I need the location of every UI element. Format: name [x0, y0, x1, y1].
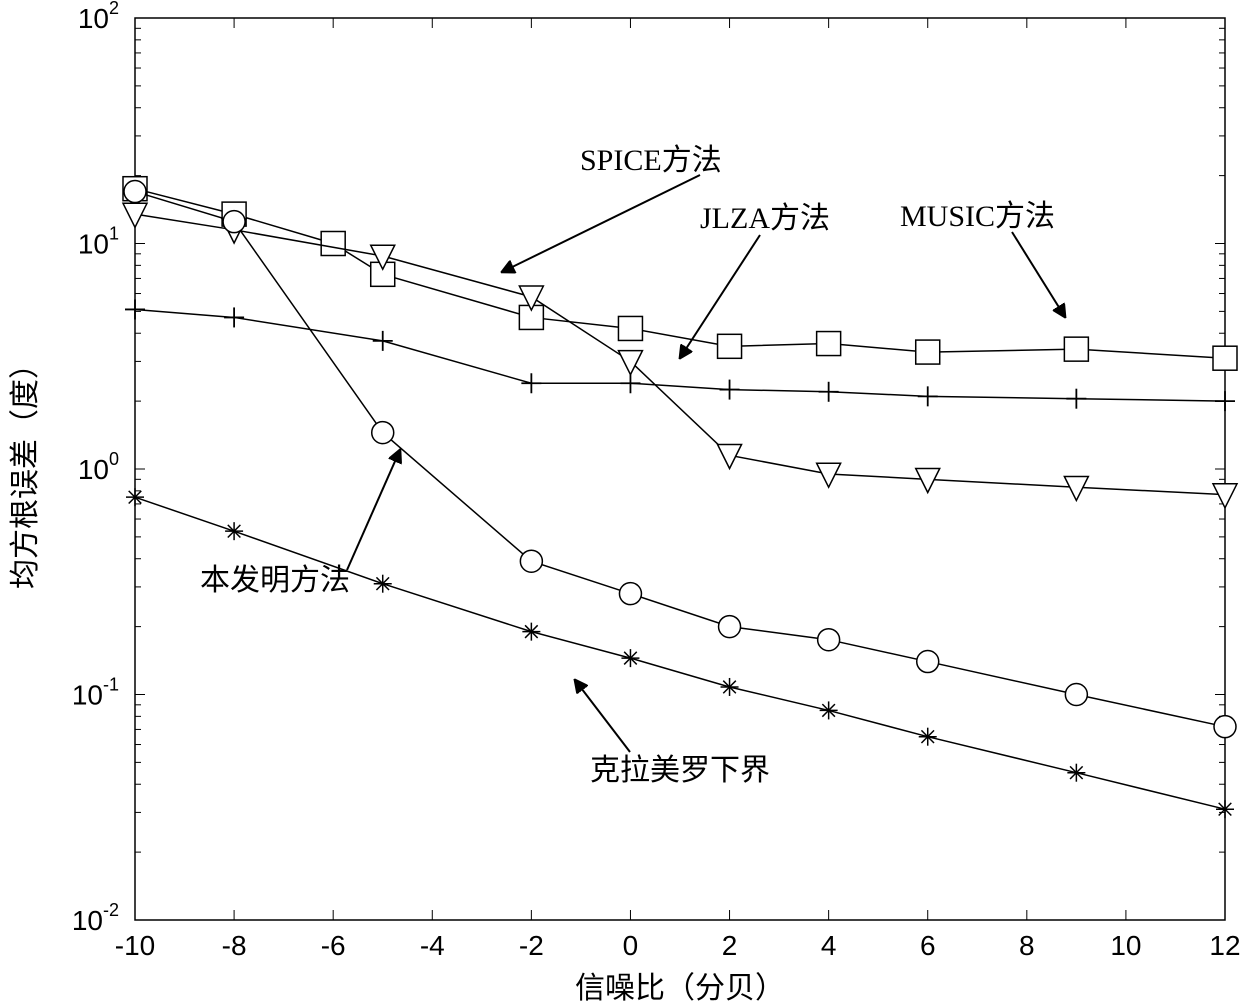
- svg-text:10-1: 10-1: [72, 675, 119, 711]
- series-本发明方法: [124, 181, 1236, 738]
- svg-text:本发明方法: 本发明方法: [200, 564, 350, 597]
- annotation: SPICE方法: [502, 144, 722, 272]
- svg-text:-2: -2: [519, 930, 544, 961]
- annotation: 克拉美罗下界: [575, 680, 770, 787]
- svg-text:101: 101: [78, 224, 119, 260]
- rmse-vs-snr-chart: -10 -8 -6 -4 -2 0 2 4 6 8 10 12 信噪比（分贝） 10-2 10-1 100 10…: [0, 0, 1240, 1004]
- annotation: JLZA方法: [680, 202, 830, 358]
- svg-text:JLZA方法: JLZA方法: [700, 202, 830, 235]
- annotation: MUSIC方法: [900, 200, 1065, 317]
- svg-text:0: 0: [623, 930, 639, 961]
- svg-text:10-2: 10-2: [72, 900, 119, 936]
- svg-text:102: 102: [78, 0, 119, 34]
- svg-text:-4: -4: [420, 930, 445, 961]
- svg-text:12: 12: [1209, 930, 1240, 961]
- chart-container: -10 -8 -6 -4 -2 0 2 4 6 8 10 12 信噪比（分贝） 10-2 10-1 100 10…: [0, 0, 1240, 1004]
- svg-text:SPICE方法: SPICE方法: [580, 144, 722, 177]
- svg-text:-8: -8: [222, 930, 247, 961]
- svg-text:4: 4: [821, 930, 837, 961]
- svg-text:-10: -10: [115, 930, 155, 961]
- svg-text:均方根误差（度）: 均方根误差（度）: [9, 349, 42, 589]
- annotation: 本发明方法: [200, 450, 400, 597]
- svg-text:MUSIC方法: MUSIC方法: [900, 200, 1055, 233]
- series-MUSIC方法: [123, 177, 1237, 371]
- svg-text:8: 8: [1019, 930, 1035, 961]
- svg-text:克拉美罗下界: 克拉美罗下界: [590, 754, 770, 787]
- svg-text:100: 100: [78, 449, 119, 485]
- svg-text:6: 6: [920, 930, 936, 961]
- svg-text:10: 10: [1110, 930, 1141, 961]
- svg-text:-6: -6: [321, 930, 346, 961]
- svg-text:2: 2: [722, 930, 738, 961]
- svg-text:信噪比（分贝）: 信噪比（分贝）: [575, 972, 785, 1004]
